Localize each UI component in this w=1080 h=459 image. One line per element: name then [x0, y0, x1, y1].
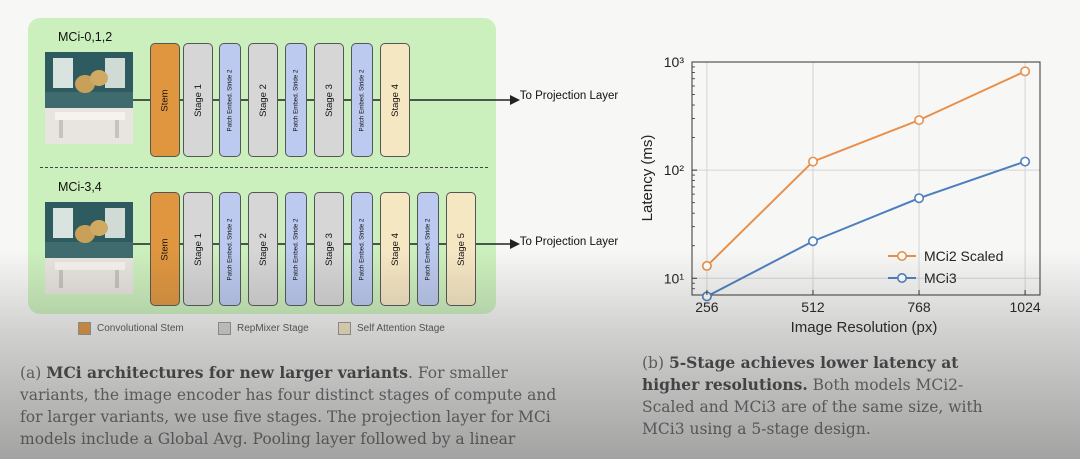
block-stage-2: Stage 2 — [248, 43, 278, 157]
caption-a-line: for larger variants, we use five stages.… — [20, 408, 551, 426]
chart-ticks: 10¹ 10² 10³ 256 512 768 1024 — [664, 54, 1041, 315]
chart-axes — [691, 61, 1041, 296]
block-stage-3: Stage 3 — [314, 43, 344, 157]
variant-divider — [40, 167, 488, 168]
block-stage-4: Stage 4 — [380, 192, 410, 306]
legend-repmixer-stage: RepMixer Stage — [218, 322, 309, 335]
variant-label-bottom: MCi-3,4 — [58, 180, 102, 194]
block-patch-embed: Patch Embed. Stride 2 — [219, 192, 241, 306]
chart-y-label: Latency (ms) — [639, 135, 656, 222]
chart-x-label: Image Resolution (px) — [791, 319, 938, 336]
caption-b-title: 5-Stage achieves lower latency at — [668, 353, 959, 372]
legend-swatch — [338, 322, 351, 335]
legend-marker — [896, 273, 907, 284]
input-image-bottom — [45, 202, 133, 294]
block-stage-2: Stage 2 — [248, 192, 278, 306]
block-stem: Stem — [150, 192, 180, 306]
legend-swatch — [218, 322, 231, 335]
block-stage-4: Stage 4 — [380, 43, 410, 157]
data-point — [914, 193, 925, 204]
data-point — [1020, 156, 1031, 167]
x-tick-label: 768 — [907, 299, 931, 315]
chart-legend: MCi2 Scaled MCi3 — [888, 248, 1003, 286]
caption-b-line: MCi3 using a 5-stage design. — [642, 420, 871, 438]
legend-swatch — [78, 322, 91, 335]
legend-marker — [896, 251, 907, 262]
x-tick-label: 256 — [695, 299, 719, 315]
block-stage-3: Stage 3 — [314, 192, 344, 306]
y-tick-label: 10² — [664, 162, 685, 178]
block-stage-1: Stage 1 — [183, 192, 213, 306]
pipeline-row-bottom: Stem Stage 1 Patch Embed. Stride 2 Stage… — [0, 192, 1080, 306]
plot-frame — [691, 61, 1041, 296]
block-patch-embed: Patch Embed. Stride 2 — [219, 43, 241, 157]
caption-b-title: higher resolutions. — [642, 375, 808, 394]
projection-destination-bottom: To Projection Layer — [519, 236, 619, 248]
chart-series — [701, 66, 1031, 302]
block-stage-5: Stage 5 — [446, 192, 476, 306]
legend-label: MCi3 — [924, 270, 957, 286]
data-point — [914, 115, 925, 126]
data-point — [1020, 66, 1031, 77]
caption-a-tag: (a) — [20, 364, 42, 382]
projection-destination-top: To Projection Layer — [519, 90, 619, 102]
block-patch-embed: Patch Embed. Stride 2 — [285, 43, 307, 157]
caption-a-line: . For smaller — [408, 364, 508, 382]
caption-a-line: variants, the image encoder has four dis… — [20, 386, 557, 404]
data-point — [701, 260, 712, 271]
block-patch-embed: Patch Embed. Stride 2 — [351, 192, 373, 306]
caption-b-line: Both models MCi2- — [812, 376, 964, 394]
caption-a-line: models include a Global Avg. Pooling lay… — [20, 430, 516, 448]
legend-label: MCi2 Scaled — [924, 248, 1003, 264]
legend-self-attention-stage: Self Attention Stage — [338, 322, 445, 335]
data-point — [807, 236, 818, 247]
input-image-top — [45, 52, 133, 144]
block-patch-embed: Patch Embed. Stride 2 — [285, 192, 307, 306]
block-stem: Stem — [150, 43, 180, 157]
y-tick-label: 10³ — [664, 54, 685, 70]
y-tick-label: 10¹ — [664, 270, 685, 286]
data-point — [807, 156, 818, 167]
latency-chart: 10¹ 10² 10³ 256 512 768 1024 Latency (ms) Imag… — [639, 54, 1041, 336]
series-line — [706, 70, 1026, 267]
legend-convolutional-stem: Convolutional Stem — [78, 322, 184, 335]
pipeline-row-top: Stem Stage 1 Patch Embed. Stride 2 Stage… — [0, 43, 1080, 157]
block-patch-embed: Patch Embed. Stride 2 — [351, 43, 373, 157]
x-tick-label: 512 — [801, 299, 825, 315]
caption-b-tag: (b) — [642, 354, 665, 372]
block-stage-1: Stage 1 — [183, 43, 213, 157]
caption-a-title: MCi architectures for new larger variant… — [46, 363, 409, 382]
caption-b-line: Scaled and MCi3 are of the same size, wi… — [642, 398, 983, 416]
series-line — [706, 160, 1026, 298]
caption-a: (a) MCi architectures for new larger var… — [20, 362, 620, 450]
x-tick-label: 1024 — [1010, 299, 1041, 315]
caption-b: (b) 5-Stage achieves lower latency at hi… — [642, 352, 1072, 440]
variant-label-top: MCi-0,1,2 — [58, 30, 113, 44]
block-patch-embed: Patch Embed. Stride 2 — [417, 192, 439, 306]
